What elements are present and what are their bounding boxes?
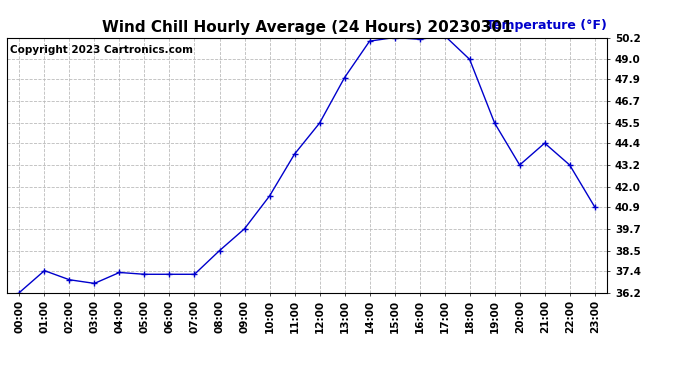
Text: Copyright 2023 Cartronics.com: Copyright 2023 Cartronics.com bbox=[10, 45, 193, 55]
Title: Wind Chill Hourly Average (24 Hours) 20230301: Wind Chill Hourly Average (24 Hours) 202… bbox=[102, 20, 512, 35]
Text: Temperature (°F): Temperature (°F) bbox=[486, 20, 607, 32]
